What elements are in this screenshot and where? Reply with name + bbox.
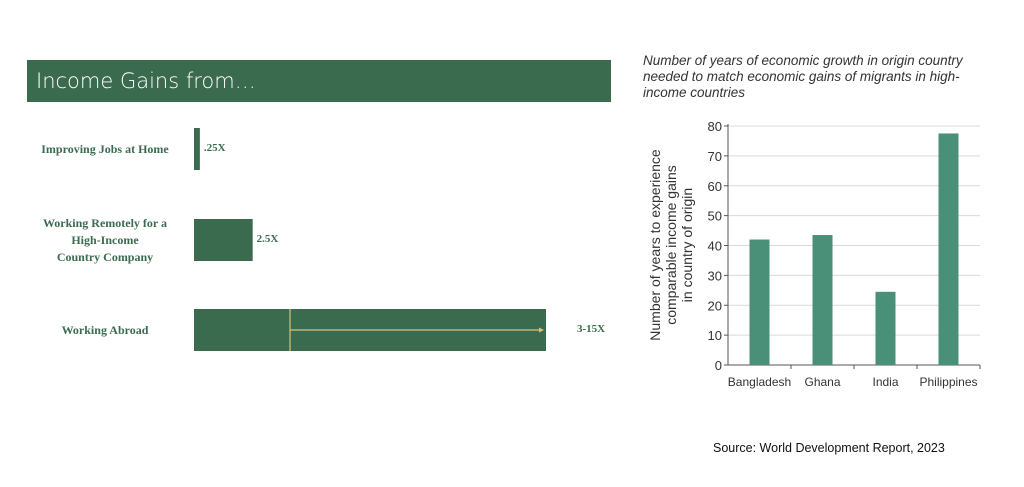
bar-ghana — [812, 235, 833, 365]
category-label: Working Remotely for a High-Income Country… — [20, 215, 190, 266]
category-label-line: Working Remotely for a — [42, 215, 168, 230]
value-label: 3-15X — [577, 323, 606, 335]
y-tick-label: 60 — [708, 179, 722, 194]
y-tick-label: 70 — [708, 149, 722, 164]
category-label: Improving Jobs at Home — [20, 141, 190, 158]
bar-bangladesh — [749, 239, 770, 365]
x-tick-label: India — [872, 375, 898, 389]
y-tick-label: 50 — [708, 209, 722, 224]
x-tick-label: Philippines — [919, 375, 977, 389]
source-note: Source: World Development Report, 2023 — [713, 441, 945, 455]
y-axis-label-line: comparable income gains — [663, 165, 679, 325]
value-label: 2.5X — [256, 233, 279, 245]
y-tick-label: 80 — [708, 119, 722, 134]
y-tick-label: 30 — [708, 268, 722, 283]
y-tick-label: 20 — [708, 298, 722, 313]
category-label-line: Improving Jobs at Home — [41, 141, 169, 156]
right-chart-title: Number of years of economic growth in or… — [643, 53, 963, 100]
x-tick-label: Bangladesh — [728, 375, 791, 389]
y-axis-label-line: Number of years to experience — [647, 149, 663, 341]
y-tick-label: 0 — [715, 358, 722, 373]
value-label: .25X — [203, 142, 226, 154]
bar-0 — [194, 128, 200, 170]
category-label-line: High-Income — [71, 232, 139, 247]
y-tick-label: 10 — [708, 328, 722, 343]
y-tick-label: 40 — [708, 239, 722, 254]
category-label: Working Abroad — [20, 322, 190, 339]
arrowhead-icon — [539, 327, 544, 333]
bar-philippines — [938, 133, 959, 365]
bar-1 — [194, 219, 253, 261]
x-tick-label: Ghana — [804, 375, 840, 389]
left-chart-title: Income Gains from… — [27, 60, 611, 102]
y-axis-label: Number of years to experience comparable … — [647, 149, 695, 341]
category-label-line: Country Company — [56, 249, 154, 264]
y-axis-label-line: in country of origin — [679, 188, 695, 302]
category-label-line: Working Abroad — [61, 322, 149, 337]
bar-india — [875, 291, 896, 365]
